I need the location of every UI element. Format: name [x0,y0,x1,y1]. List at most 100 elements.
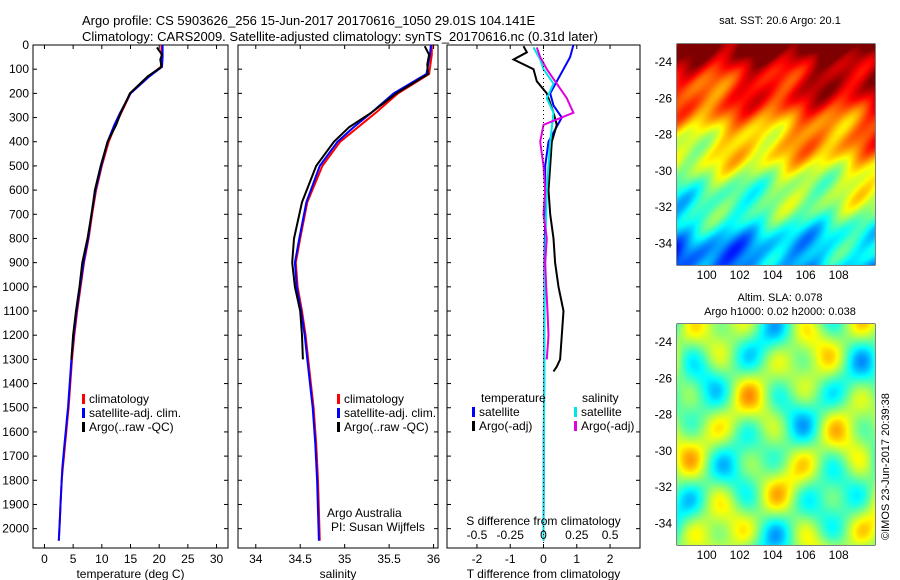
map-ytick-label: -32 [655,480,673,494]
series-line-satellite-adj-clim- [57,45,164,541]
ytick-label: 1800 [2,473,29,487]
sla-map-title: Altim. SLA: 0.078 [737,292,823,304]
ytick-label: 400 [9,135,29,149]
series-line-salinity-satellite [532,46,555,541]
map-ytick-label: -24 [655,55,673,69]
xtick-label: -2 [472,552,483,566]
ytick-label: 700 [9,207,29,221]
map-ytick-label: -26 [655,371,673,385]
map-ytick-label: -28 [655,128,673,142]
sal-legend-label: climatology [344,392,404,406]
sst-heatmap [677,44,875,265]
map-ytick-label: -28 [655,408,673,422]
temperature-profile-xlabel: temperature (deg C) [76,567,184,580]
sla-heatmap [677,324,875,545]
sal-diff-legend-label: satellite [581,405,622,419]
xtick-label: 15 [124,552,138,566]
sal-diff-legend-heading: salinity [582,391,619,405]
map-xtick-label: 108 [829,548,849,562]
xtick2-label: -0.5 [467,528,488,542]
temp-legend-label: climatology [89,392,149,406]
xtick-label: 0 [41,552,48,566]
series-line-satellite-adj-clim- [293,44,432,541]
sal-diff-legend-label: Argo(-adj) [581,419,634,433]
ytick-label: 200 [9,86,29,100]
ytick-label: 1200 [2,328,29,342]
xtick-label: 0 [540,552,547,566]
temp-legend-label: satellite-adj. clim. [89,406,181,420]
ytick-label: 1000 [2,280,29,294]
temp-legend-swatch [82,422,85,432]
temp-diff-legend-label: Argo(-adj) [479,419,532,433]
xtick-label: 20 [152,552,166,566]
map-xtick-label: 102 [730,548,750,562]
map-xtick-label: 102 [730,268,750,282]
xtick-label: 34.5 [289,552,313,566]
ytick-label: 0 [22,38,29,52]
series-line-temperature-argo-adj- [511,45,565,373]
pi-label: PI: Susan Wijffels [331,520,425,534]
xtick-label: 30 [210,552,224,566]
figure-title-line2: Climatology: CARS2009. Satellite-adjuste… [82,29,598,44]
series-line-salinity-argo-adj- [535,47,575,360]
ytick-label: 1400 [2,377,29,391]
xtick-label: 35 [338,552,352,566]
xtick2-label: 0.5 [602,528,619,542]
xtick-label: 34 [249,552,263,566]
map-ytick-label: -24 [655,335,673,349]
temp-diff-legend-label: satellite [479,405,520,419]
sal-legend-swatch [337,422,340,432]
map-xtick-label: 108 [829,268,849,282]
xtick-label: 36 [427,552,441,566]
ytick-label: 100 [9,62,29,76]
ytick-label: 800 [9,231,29,245]
salinity-profile-xlabel: salinity [320,567,357,580]
map-ytick-label: -30 [655,444,673,458]
ytick-label: 500 [9,159,29,173]
xtick-label: 2 [607,552,614,566]
sst-map-title: sat. SST: 20.6 Argo: 20.1 [719,15,841,27]
ytick-label: 1300 [2,352,29,366]
map-ytick-label: -32 [655,200,673,214]
xtick-label: 10 [95,552,109,566]
figure-title-line1: Argo profile: CS 5903626_256 15-Jun-2017… [82,13,536,28]
ytick-label: 1100 [3,304,29,318]
xtick-label: 5 [70,552,77,566]
series-line-argo-raw-qc- [291,45,431,360]
temp-legend-swatch [82,394,85,404]
difference-xlabel2: S difference from climatology [466,514,621,528]
xtick-label: 1 [573,552,580,566]
sal-diff-legend-swatch [574,421,577,431]
xtick-label: 25 [181,552,195,566]
temp-diff-legend-swatch [472,421,475,431]
ytick-label: 1500 [2,401,29,415]
sal-legend-swatch [337,394,340,404]
sal-diff-legend-swatch [574,407,577,417]
xtick2-label: 0 [540,528,547,542]
map-xtick-label: 104 [763,548,783,562]
ytick-label: 900 [9,256,29,270]
sal-legend-label: satellite-adj. clim. [344,406,436,420]
xtick-label: 35.5 [377,552,401,566]
temp-legend-swatch [82,408,85,418]
sal-legend-swatch [337,408,340,418]
xtick2-label: 0.25 [565,528,589,542]
map-ytick-label: -30 [655,164,673,178]
ytick-label: 1900 [2,497,29,511]
copyright-label: ©IMOS 23-Jun-2017 20:39:38 [880,393,892,540]
difference-profile-xlabel: T difference from climatology [467,567,621,580]
series-line-argo-raw-qc- [70,46,164,360]
temp-diff-legend-swatch [472,407,475,417]
xtick-label: -1 [505,552,516,566]
map-xtick-label: 100 [697,548,717,562]
map-xtick-label: 100 [697,268,717,282]
ytick-label: 1700 [2,449,29,463]
map-xtick-label: 104 [763,268,783,282]
temp-legend-label: Argo(..raw -QC) [89,420,174,434]
ytick-label: 600 [9,183,29,197]
map-xtick-label: 106 [796,268,816,282]
ytick-label: 300 [9,111,29,125]
temp-diff-legend-heading: temperature [481,391,546,405]
argo-australia-label: Argo Australia [327,506,402,520]
